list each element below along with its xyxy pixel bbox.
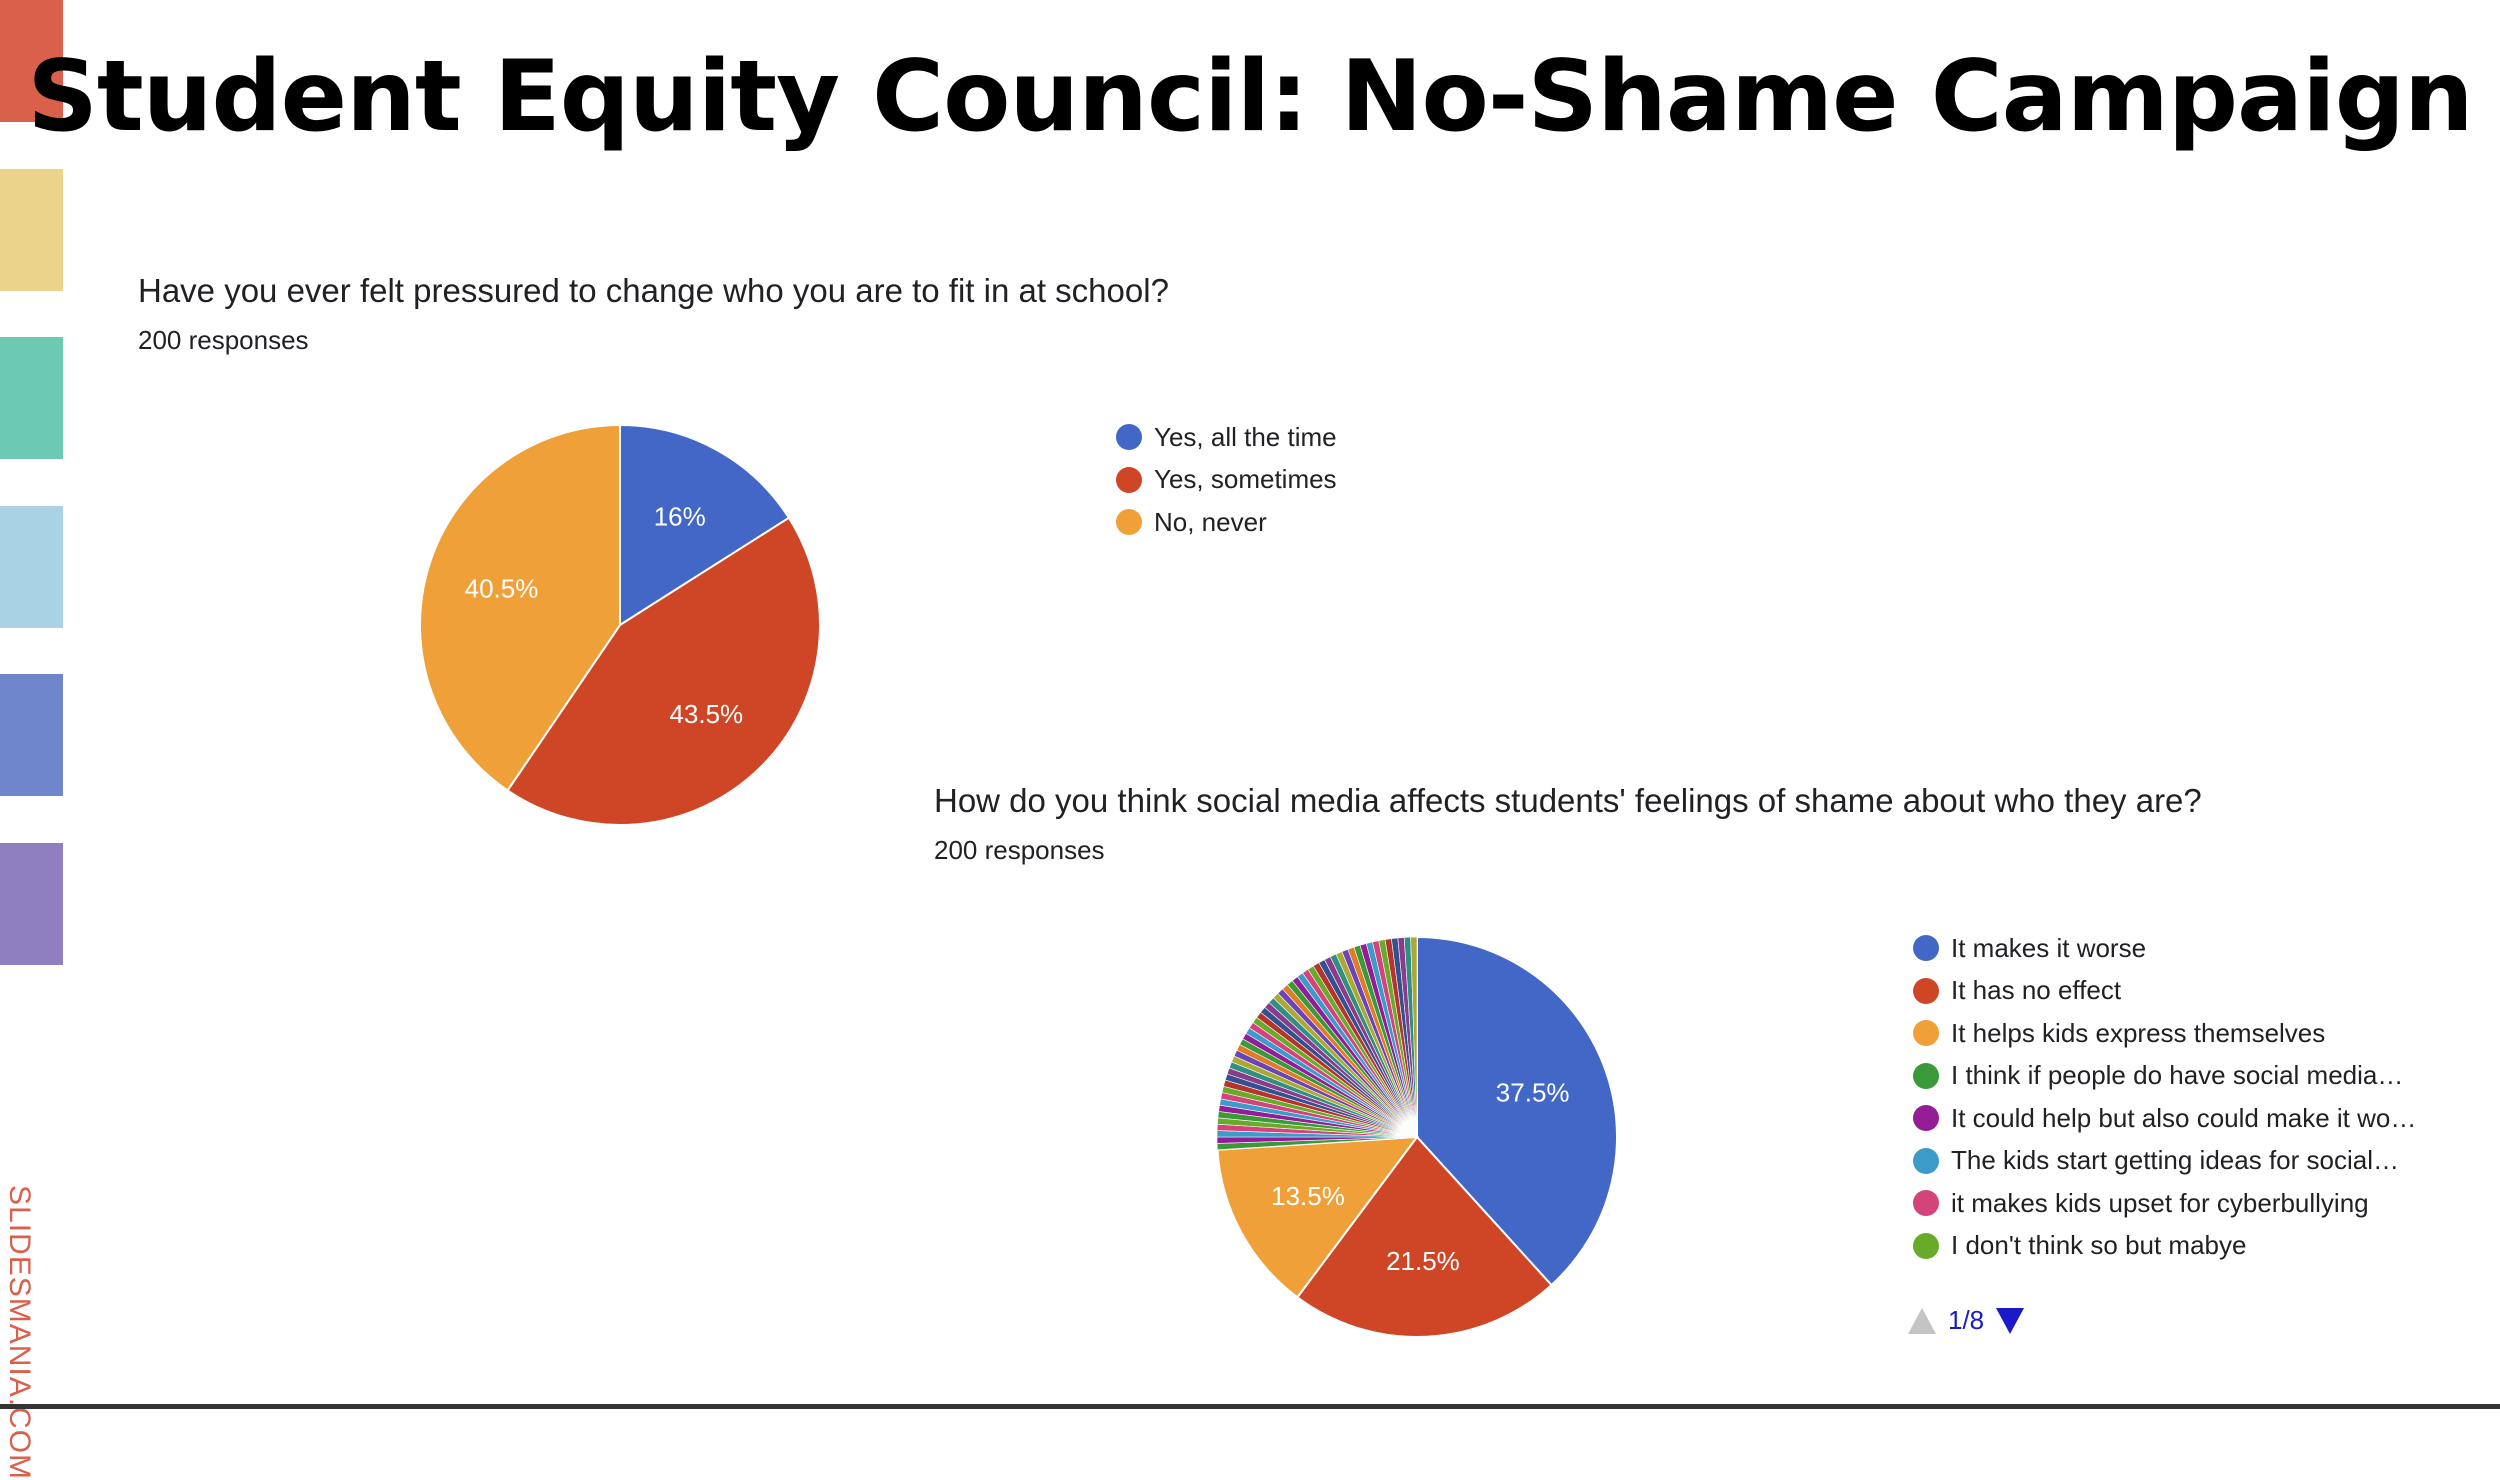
pager-down-icon[interactable] (1996, 1307, 2025, 1334)
chart1-legend-item-1: Yes, sometimes (1116, 459, 1337, 502)
chart2-legend-item-5: The kids start getting ideas for social… (1913, 1140, 2416, 1183)
chart2-slice-label-1: 21.5% (1386, 1246, 1460, 1276)
pager-label: 1/8 (1948, 1305, 1985, 1335)
legend-label: It makes it worse (1951, 932, 2147, 963)
chart1-legend-item-2: No, never (1116, 501, 1337, 544)
legend-swatch-icon (1116, 466, 1142, 493)
chart2-legend-item-2: It helps kids express themselves (1913, 1012, 2416, 1055)
legend-label: Yes, sometimes (1154, 464, 1337, 495)
legend-swatch-icon (1913, 1105, 1939, 1132)
chart2-slice-2 (1216, 1135, 1420, 1299)
stripe-5 (0, 674, 63, 796)
legend-label: No, never (1154, 506, 1267, 537)
legend-swatch-icon (1913, 935, 1939, 962)
legend-swatch-icon (1913, 1020, 1939, 1047)
chart1-slice-label-1: 43.5% (669, 699, 743, 729)
legend-label: I don't think so but mabye (1951, 1230, 2247, 1261)
legend-swatch-icon (1913, 1062, 1939, 1089)
stripe-4 (0, 505, 63, 628)
chart1-subtitle: 200 responses (138, 325, 309, 355)
chart2-slice-1 (1295, 1135, 1553, 1338)
chart1-slice-label-0: 16% (654, 501, 706, 531)
stripe-6 (0, 842, 63, 965)
chart2-slice-label-2: 13.5% (1271, 1181, 1345, 1211)
chart2-slice-0 (1416, 935, 1618, 1287)
chart2-title: How do you think social media affects st… (934, 782, 2202, 819)
chart2-legend-item-1: It has no effect (1913, 970, 2416, 1013)
legend-label: Yes, all the time (1154, 421, 1337, 452)
legend-label: I think if people do have social media… (1951, 1060, 2404, 1091)
legend-label: It could help but also could make it wo… (1951, 1102, 2417, 1133)
chart2-slice-label-0: 37.5% (1496, 1077, 1570, 1107)
chart1-legend-item-0: Yes, all the time (1116, 416, 1337, 459)
stripe-1 (0, 0, 63, 122)
chart2-legend-item-0: It makes it worse (1913, 927, 2416, 970)
chart2-subtitle: 200 responses (934, 835, 1105, 865)
brand-watermark: SLIDESMANIA.COM (2, 1185, 42, 1480)
legend-swatch-icon (1913, 1147, 1939, 1174)
chart1-legend: Yes, all the time Yes, sometimes No, never (1116, 416, 1337, 544)
chart2-legend-item-3: I think if people do have social media… (1913, 1055, 2416, 1098)
chart2-legend-item-7: I don't think so but mabye (1913, 1225, 2416, 1268)
legend-swatch-icon (1913, 1190, 1939, 1217)
legend-swatch-icon (1116, 509, 1142, 536)
pie-chart-pressure: 16% 43.5% 40.5% (419, 423, 821, 826)
chart2-small-slice-45 (1410, 936, 1418, 1138)
legend-label: it makes kids upset for cyberbullying (1951, 1187, 2369, 1218)
chart2-legend: It makes it worse It has no effect It help… (1913, 927, 2416, 1267)
legend-swatch-icon (1913, 1232, 1939, 1259)
stripe-3 (0, 337, 63, 459)
legend-label: The kids start getting ideas for social… (1951, 1145, 2399, 1176)
chart1-title: Have you ever felt pressured to change w… (138, 272, 1169, 309)
slide-title: Student Equity Council: No-Shame Campaig… (27, 40, 2473, 154)
chart1-slice-0 (619, 423, 791, 627)
chart1-slice-1 (506, 516, 821, 826)
chart1-slice-2 (419, 423, 621, 792)
legend-label: It has no effect (1951, 975, 2122, 1006)
brand-text: SLIDESMANIA.COM (3, 1185, 36, 1480)
pie-chart-social-media: 37.5% 21.5% 13.5% (1216, 935, 1618, 1338)
chart2-legend-item-6: it makes kids upset for cyberbullying (1913, 1182, 2416, 1225)
legend-label: It helps kids express themselves (1951, 1017, 2326, 1048)
legend-swatch-icon (1116, 424, 1142, 451)
bottom-border (0, 1404, 2500, 1409)
stripe-2 (0, 168, 63, 291)
chart1-slice-label-2: 40.5% (465, 574, 539, 604)
legend-pager: 1/8 (1908, 1305, 2025, 1336)
chart2-legend-item-4: It could help but also could make it wo… (1913, 1097, 2416, 1140)
pager-up-icon[interactable] (1908, 1307, 1936, 1334)
legend-swatch-icon (1913, 977, 1939, 1004)
